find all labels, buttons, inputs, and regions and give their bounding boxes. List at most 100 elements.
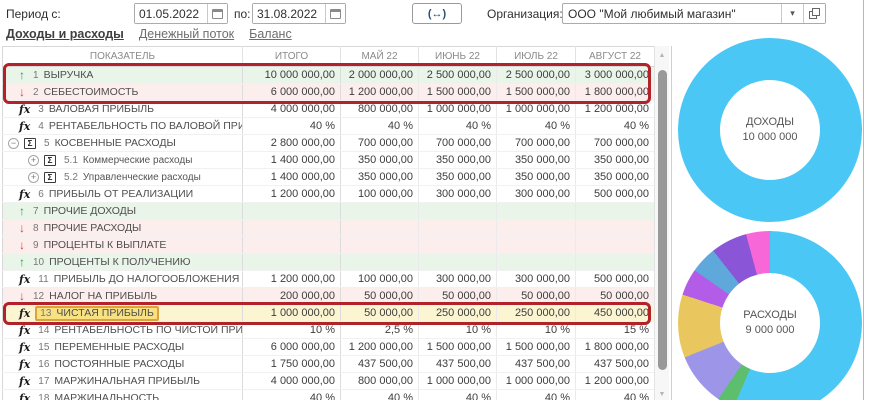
- cell-value[interactable]: [496, 253, 576, 271]
- cell-value[interactable]: 500 000,00: [575, 270, 655, 288]
- cell-value[interactable]: [340, 253, 419, 271]
- vertical-scrollbar[interactable]: ▲ ▼: [654, 46, 669, 400]
- cell-value[interactable]: 350 000,00: [418, 168, 497, 186]
- cell-value[interactable]: 1 800 000,00: [575, 338, 655, 356]
- cell-value[interactable]: 450 000,00: [575, 304, 655, 322]
- table-row[interactable]: ↑ 7 ПРОЧИЕ ДОХОДЫ: [2, 202, 655, 220]
- cell-value[interactable]: 350 000,00: [418, 151, 497, 169]
- table-row[interactable]: fx 15 ПЕРЕМЕННЫЕ РАСХОДЫ 6 000 000,00 1 …: [2, 338, 655, 356]
- cell-value[interactable]: 2 500 000,00: [496, 66, 576, 84]
- cell-value[interactable]: [418, 236, 497, 254]
- cell-value[interactable]: 350 000,00: [496, 151, 576, 169]
- cell-value[interactable]: 40 %: [242, 117, 341, 135]
- cell-value[interactable]: 1 000 000,00: [418, 372, 497, 390]
- cell-value[interactable]: 1 200 000,00: [340, 83, 419, 101]
- cell-value[interactable]: 300 000,00: [496, 185, 576, 203]
- cell-value[interactable]: [242, 219, 341, 237]
- cell-value[interactable]: 800 000,00: [340, 100, 419, 118]
- date-from-calendar-button[interactable]: [207, 4, 227, 23]
- table-row[interactable]: fx 11 ПРИБЫЛЬ ДО НАЛОГООБЛОЖЕНИЯ 1 200 0…: [2, 270, 655, 288]
- table-row[interactable]: fx 13 ЧИСТАЯ ПРИБЫЛЬ 1 000 000,00 50 000…: [2, 304, 655, 322]
- cell-value[interactable]: 1 200 000,00: [575, 372, 655, 390]
- cell-value[interactable]: 700 000,00: [418, 134, 497, 152]
- table-row[interactable]: fx 4 РЕНТАБЕЛЬНОСТЬ ПО ВАЛОВОЙ ПРИБЫ... …: [2, 117, 655, 135]
- cell-value[interactable]: 2 000 000,00: [340, 66, 419, 84]
- cell-value[interactable]: 350 000,00: [575, 151, 655, 169]
- cell-value[interactable]: [340, 236, 419, 254]
- income-donut-chart[interactable]: ДОХОДЫ 10 000 000: [678, 38, 862, 222]
- tab-cash-flow[interactable]: Денежный поток: [138, 27, 235, 41]
- cell-value[interactable]: 350 000,00: [340, 151, 419, 169]
- expand-icon[interactable]: +: [28, 154, 39, 166]
- organization-combobox[interactable]: ООО "Мой любимый магазин" ▾: [562, 3, 826, 24]
- cell-value[interactable]: 250 000,00: [418, 304, 497, 322]
- cell-value[interactable]: [418, 253, 497, 271]
- cell-value[interactable]: 437 500,00: [496, 355, 576, 373]
- scroll-down-icon[interactable]: ▼: [658, 391, 666, 398]
- scrollbar-thumb[interactable]: [658, 70, 667, 370]
- cell-value[interactable]: 4 000 000,00: [242, 372, 341, 390]
- tab-income-expenses[interactable]: Доходы и расходы: [6, 27, 124, 41]
- table-row[interactable]: fx 16 ПОСТОЯННЫЕ РАСХОДЫ 1 750 000,00 43…: [2, 355, 655, 373]
- cell-value[interactable]: 40 %: [418, 117, 497, 135]
- table-row[interactable]: fx 18 МАРЖИНАЛЬНОСТЬ 40 % 40 % 40 % 40 %…: [2, 389, 655, 400]
- cell-value[interactable]: 40 %: [242, 389, 341, 400]
- cell-value[interactable]: 1 200 000,00: [340, 338, 419, 356]
- cell-value[interactable]: 437 500,00: [575, 355, 655, 373]
- cell-value[interactable]: 15 %: [575, 321, 655, 339]
- scroll-up-icon[interactable]: ▲: [658, 52, 666, 59]
- cell-value[interactable]: 1 800 000,00: [575, 83, 655, 101]
- cell-value[interactable]: 1 000 000,00: [496, 100, 576, 118]
- cell-value[interactable]: [575, 253, 655, 271]
- collapse-icon[interactable]: −: [8, 137, 19, 149]
- period-select-button[interactable]: (↔): [412, 3, 462, 24]
- cell-value[interactable]: 3 000 000,00: [575, 66, 655, 84]
- cell-value[interactable]: [575, 202, 655, 220]
- cell-value[interactable]: [575, 219, 655, 237]
- table-row[interactable]: ↓ 12 НАЛОГ НА ПРИБЫЛЬ 200 000,00 50 000,…: [2, 287, 655, 305]
- cell-value[interactable]: 700 000,00: [340, 134, 419, 152]
- cell-value[interactable]: 350 000,00: [340, 168, 419, 186]
- cell-value[interactable]: 50 000,00: [340, 304, 419, 322]
- cell-value[interactable]: 1 400 000,00: [242, 168, 341, 186]
- table-row[interactable]: fx 6 ПРИБЫЛЬ ОТ РЕАЛИЗАЦИИ 1 200 000,00 …: [2, 185, 655, 203]
- column-header[interactable]: ИЮЛЬ 22: [496, 46, 576, 67]
- column-header[interactable]: ИТОГО: [242, 46, 341, 67]
- cell-value[interactable]: 1 500 000,00: [418, 83, 497, 101]
- cell-value[interactable]: 2,5 %: [340, 321, 419, 339]
- cell-value[interactable]: 350 000,00: [575, 168, 655, 186]
- cell-value[interactable]: 10 %: [418, 321, 497, 339]
- cell-value[interactable]: 700 000,00: [575, 134, 655, 152]
- cell-value[interactable]: 300 000,00: [496, 270, 576, 288]
- date-from-input[interactable]: [135, 4, 207, 23]
- cell-value[interactable]: [340, 202, 419, 220]
- table-row[interactable]: ↑ 1 ВЫРУЧКА 10 000 000,00 2 000 000,00 2…: [2, 66, 655, 84]
- cell-value[interactable]: [340, 219, 419, 237]
- cell-value[interactable]: 40 %: [340, 389, 419, 400]
- cell-value[interactable]: [418, 219, 497, 237]
- table-row[interactable]: fx 17 МАРЖИНАЛЬНАЯ ПРИБЫЛЬ 4 000 000,00 …: [2, 372, 655, 390]
- cell-value[interactable]: 40 %: [340, 117, 419, 135]
- table-row[interactable]: ↑ 10 ПРОЦЕНТЫ К ПОЛУЧЕНИЮ: [2, 253, 655, 271]
- cell-value[interactable]: 40 %: [575, 389, 655, 400]
- column-header[interactable]: АВГУСТ 22: [575, 46, 655, 67]
- expenses-donut-chart[interactable]: РАСХОДЫ 9 000 000: [678, 231, 862, 400]
- table-row[interactable]: ↓ 8 ПРОЧИЕ РАСХОДЫ: [2, 219, 655, 237]
- cell-value[interactable]: 1 200 000,00: [242, 270, 341, 288]
- cell-value[interactable]: 50 000,00: [575, 287, 655, 305]
- cell-value[interactable]: 1 000 000,00: [242, 304, 341, 322]
- cell-value[interactable]: 40 %: [575, 117, 655, 135]
- cell-value[interactable]: [242, 202, 341, 220]
- cell-value[interactable]: 40 %: [418, 389, 497, 400]
- cell-value[interactable]: 437 500,00: [340, 355, 419, 373]
- cell-value[interactable]: 1 500 000,00: [496, 338, 576, 356]
- cell-value[interactable]: 1 000 000,00: [418, 100, 497, 118]
- tab-balance[interactable]: Баланс: [249, 27, 292, 41]
- cell-value[interactable]: 50 000,00: [418, 287, 497, 305]
- cell-value[interactable]: 50 000,00: [340, 287, 419, 305]
- cell-value[interactable]: 1 000 000,00: [496, 372, 576, 390]
- cell-value[interactable]: 700 000,00: [496, 134, 576, 152]
- date-to-calendar-button[interactable]: [325, 4, 345, 23]
- organization-open-button[interactable]: [803, 4, 825, 23]
- cell-value[interactable]: [496, 236, 576, 254]
